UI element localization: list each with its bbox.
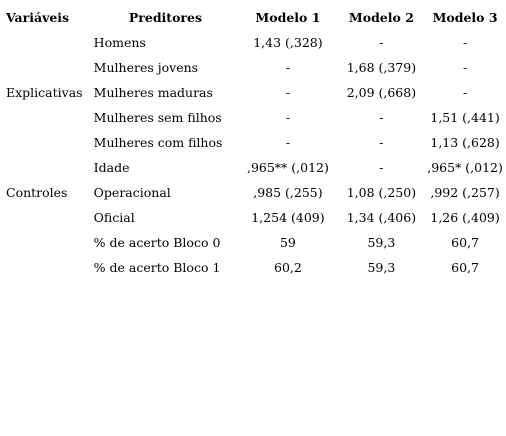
table-header: Variáveis Preditores Modelo 1 Modelo 2 M… [6, 5, 506, 30]
group-cell [6, 205, 94, 230]
table-row: % de acerto Bloco 0 59 59,3 60,7 [6, 230, 506, 255]
group-cell [6, 55, 94, 80]
modelo-2-cell: 2,09 (,668) [346, 85, 417, 100]
modelo-1-cell: - [285, 60, 291, 75]
modelo-3-cell: ,965* (,012) [427, 160, 503, 175]
group-cell [6, 155, 94, 180]
modelo-1-cell: 59 [279, 235, 296, 250]
table-row: % de acerto Bloco 1 60,2 59,3 60,7 [6, 255, 506, 280]
modelo-3-cell: 60,7 [451, 235, 479, 250]
modelo-2-cell: 59,3 [367, 260, 396, 275]
predictor-cell: Mulheres sem filhos [93, 110, 222, 125]
group-cell: Controles [6, 185, 68, 200]
table-row: Explicativas Mulheres maduras - 2,09 (,6… [6, 80, 506, 105]
table-row: Controles Operacional ,985 (,255) 1,08 (… [6, 180, 506, 205]
table-row: Mulheres com filhos - - 1,13 (,628) [6, 130, 506, 155]
group-cell: Explicativas [6, 85, 83, 100]
modelo-3-cell: 1,51 (,441) [430, 110, 500, 125]
header-modelo-2: Modelo 2 [348, 10, 414, 25]
modelo-3-cell: 1,13 (,628) [430, 135, 500, 150]
modelo-1-cell: 60,2 [274, 260, 302, 275]
modelo-2-cell: 1,34 (,406) [346, 210, 417, 225]
modelo-1-cell: ,965** (,012) [246, 160, 329, 175]
group-cell [6, 130, 94, 155]
predictor-cell: Idade [93, 160, 130, 175]
table-body: Homens 1,43 (,328) - - Mulheres jovens -… [6, 30, 506, 280]
modelo-3-cell: 60,7 [451, 260, 479, 275]
predictor-cell: % de acerto Bloco 0 [93, 235, 221, 250]
header-preditores: Preditores [128, 10, 202, 25]
header-row: Variáveis Preditores Modelo 1 Modelo 2 M… [6, 5, 506, 30]
modelo-2-cell: 59,3 [367, 235, 396, 250]
modelo-2-cell: 1,68 (,379) [346, 60, 417, 75]
predictor-cell: Oficial [93, 210, 135, 225]
modelo-2-cell: - [379, 160, 384, 175]
table-row: Idade ,965** (,012) - ,965* (,012) [6, 155, 506, 180]
modelo-1-cell: 1,43 (,328) [253, 35, 323, 50]
header-modelo-3: Modelo 3 [432, 10, 498, 25]
modelo-3-cell: - [462, 35, 468, 50]
regression-results-table: Variáveis Preditores Modelo 1 Modelo 2 M… [6, 5, 506, 280]
modelo-1-cell: ,985 (,255) [253, 185, 323, 200]
group-cell [6, 105, 94, 130]
modelo-1-cell: - [285, 110, 291, 125]
predictor-cell: Homens [93, 35, 146, 50]
modelo-1-cell: 1,254 (409) [251, 210, 325, 225]
table-row: Mulheres sem filhos - - 1,51 (,441) [6, 105, 506, 130]
predictor-cell: Mulheres com filhos [93, 135, 223, 150]
group-cell [6, 230, 94, 255]
predictor-cell: Mulheres jovens [93, 60, 199, 75]
header-variaveis: Variáveis [6, 10, 70, 25]
modelo-2-cell: - [379, 135, 384, 150]
modelo-3-cell: 1,26 (,409) [430, 210, 500, 225]
modelo-2-cell: 1,08 (,250) [346, 185, 417, 200]
modelo-3-cell: ,992 (,257) [430, 185, 500, 200]
table-row: Homens 1,43 (,328) - - [6, 30, 506, 55]
header-modelo-1: Modelo 1 [255, 10, 321, 25]
predictor-cell: Operacional [93, 185, 171, 200]
table-row: Oficial 1,254 (409) 1,34 (,406) 1,26 (,4… [6, 205, 506, 230]
modelo-2-cell: - [379, 35, 384, 50]
group-cell [6, 255, 94, 280]
group-cell [6, 30, 94, 55]
modelo-3-cell: - [462, 60, 468, 75]
table-row: Mulheres jovens - 1,68 (,379) - [6, 55, 506, 80]
modelo-2-cell: - [379, 110, 384, 125]
modelo-1-cell: - [285, 85, 291, 100]
modelo-1-cell: - [285, 135, 291, 150]
predictor-cell: Mulheres maduras [93, 85, 213, 100]
predictor-cell: % de acerto Bloco 1 [93, 260, 221, 275]
modelo-3-cell: - [462, 85, 468, 100]
